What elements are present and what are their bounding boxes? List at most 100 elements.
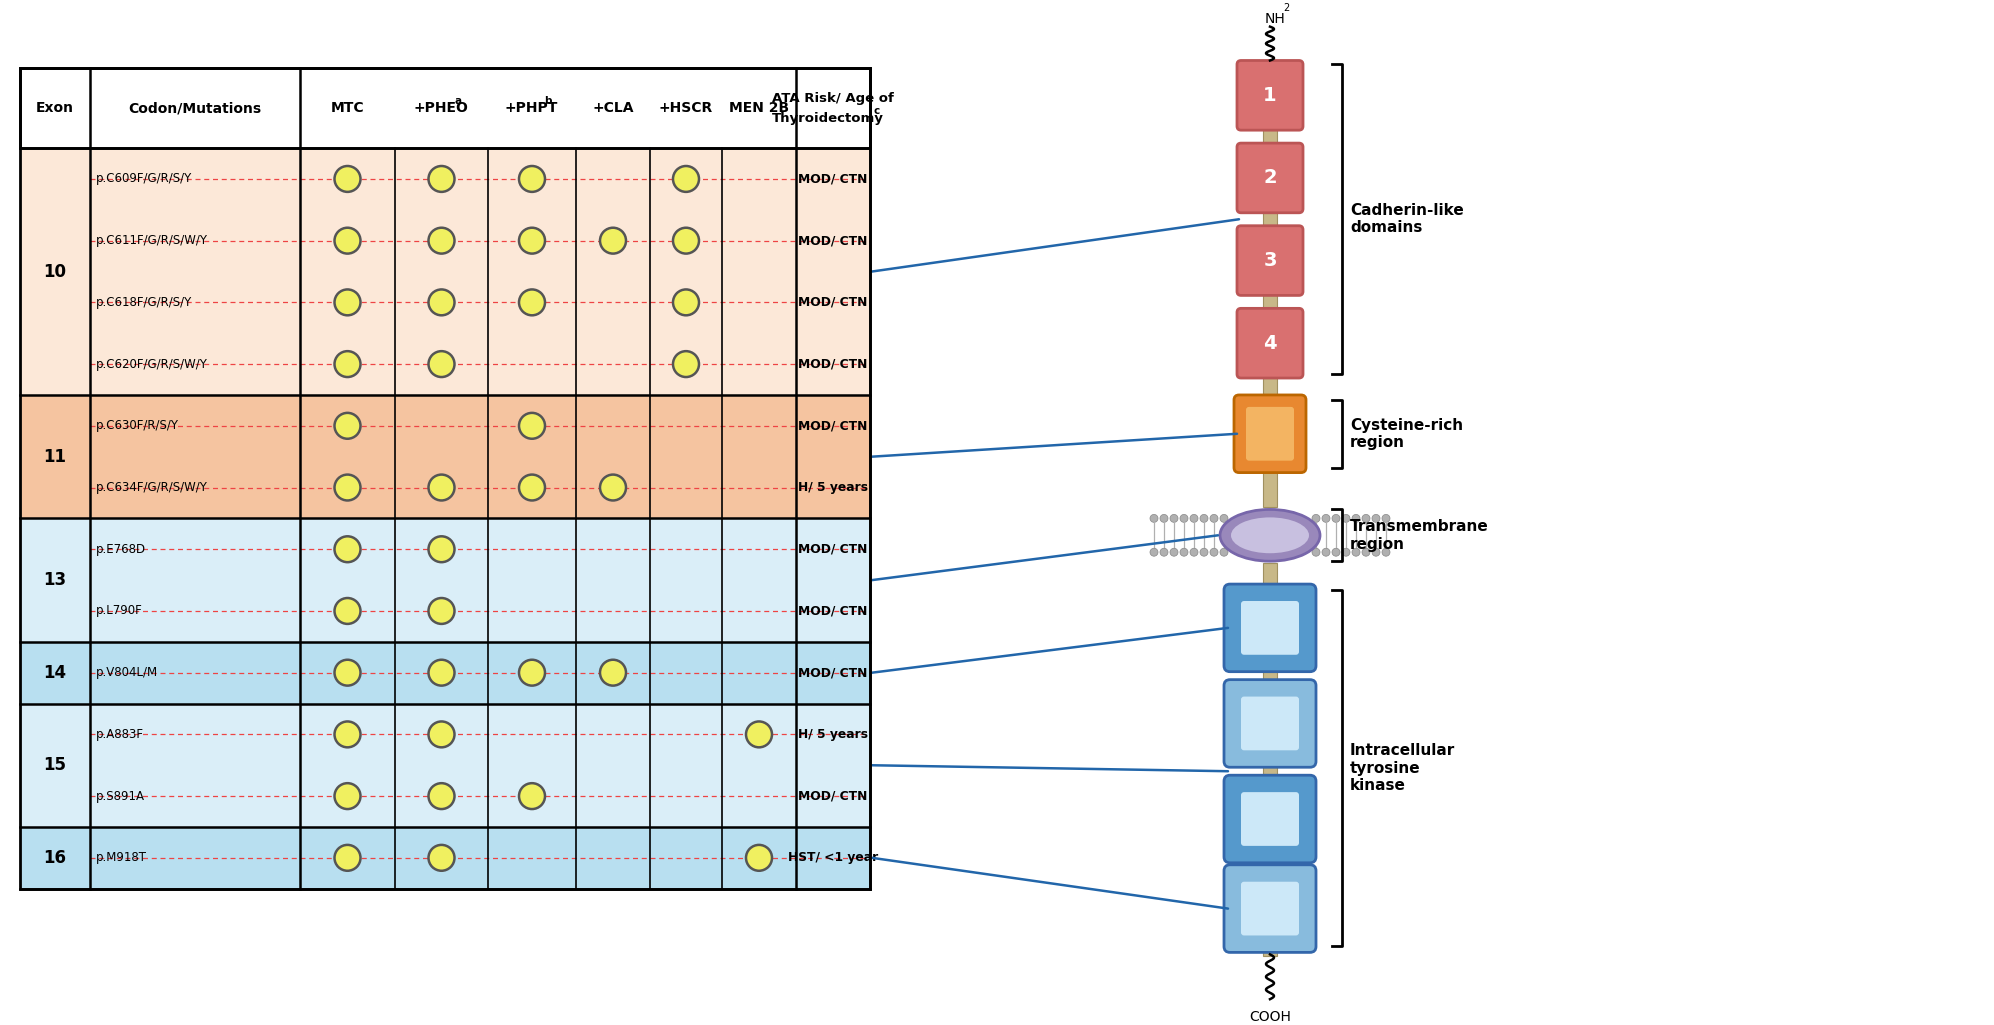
Circle shape bbox=[335, 722, 361, 747]
Text: HST/ <1 year: HST/ <1 year bbox=[788, 852, 877, 864]
Text: 3: 3 bbox=[1264, 251, 1276, 270]
Ellipse shape bbox=[1210, 548, 1218, 557]
FancyBboxPatch shape bbox=[1224, 775, 1316, 863]
Bar bbox=[20, 827, 90, 889]
Bar bbox=[1262, 374, 1276, 400]
Ellipse shape bbox=[1342, 515, 1350, 523]
Circle shape bbox=[600, 660, 626, 686]
Ellipse shape bbox=[1220, 509, 1320, 562]
Ellipse shape bbox=[1332, 548, 1340, 557]
Circle shape bbox=[335, 228, 361, 253]
Text: 13: 13 bbox=[44, 571, 66, 589]
Ellipse shape bbox=[1352, 548, 1360, 557]
Text: Transmembrane
region: Transmembrane region bbox=[1350, 519, 1490, 551]
Text: H/ 5 years: H/ 5 years bbox=[798, 481, 867, 494]
Bar bbox=[20, 395, 90, 519]
Circle shape bbox=[518, 475, 544, 500]
Ellipse shape bbox=[1190, 548, 1198, 557]
Text: MTC: MTC bbox=[331, 101, 365, 115]
Circle shape bbox=[335, 783, 361, 809]
Text: 11: 11 bbox=[44, 448, 66, 465]
Bar bbox=[20, 457, 869, 519]
Circle shape bbox=[429, 228, 455, 253]
Circle shape bbox=[674, 289, 700, 316]
Text: Codon/Mutations: Codon/Mutations bbox=[128, 101, 261, 115]
Circle shape bbox=[335, 845, 361, 871]
Bar bbox=[20, 642, 869, 703]
FancyBboxPatch shape bbox=[1236, 144, 1302, 213]
Text: MOD/ CTN: MOD/ CTN bbox=[798, 605, 867, 617]
FancyBboxPatch shape bbox=[1240, 601, 1298, 655]
Ellipse shape bbox=[1180, 515, 1188, 523]
Circle shape bbox=[335, 660, 361, 686]
Bar bbox=[1262, 209, 1276, 230]
FancyBboxPatch shape bbox=[1246, 407, 1294, 460]
Ellipse shape bbox=[1170, 515, 1178, 523]
Circle shape bbox=[429, 166, 455, 192]
Circle shape bbox=[674, 228, 700, 253]
Bar bbox=[1262, 946, 1276, 956]
Circle shape bbox=[518, 289, 544, 316]
Text: MOD/ CTN: MOD/ CTN bbox=[798, 789, 867, 803]
Text: 15: 15 bbox=[44, 756, 66, 774]
Circle shape bbox=[429, 475, 455, 500]
Bar bbox=[20, 272, 869, 333]
Ellipse shape bbox=[1322, 548, 1330, 557]
Text: ATA Risk/ Age of: ATA Risk/ Age of bbox=[772, 92, 893, 105]
Bar bbox=[20, 69, 869, 148]
Ellipse shape bbox=[1372, 515, 1380, 523]
Ellipse shape bbox=[1161, 548, 1168, 557]
Circle shape bbox=[518, 783, 544, 809]
Text: p.E768D: p.E768D bbox=[96, 543, 146, 556]
Ellipse shape bbox=[1170, 548, 1178, 557]
Bar bbox=[1262, 762, 1276, 781]
Text: 2: 2 bbox=[1282, 3, 1290, 12]
Ellipse shape bbox=[1161, 515, 1168, 523]
Ellipse shape bbox=[1190, 515, 1198, 523]
Circle shape bbox=[746, 845, 772, 871]
Text: 10: 10 bbox=[44, 262, 66, 281]
Circle shape bbox=[518, 166, 544, 192]
Bar bbox=[20, 580, 869, 642]
Ellipse shape bbox=[1180, 548, 1188, 557]
Text: p.S891A: p.S891A bbox=[96, 789, 146, 803]
Ellipse shape bbox=[1352, 515, 1360, 523]
FancyBboxPatch shape bbox=[1234, 395, 1306, 473]
Ellipse shape bbox=[1210, 515, 1218, 523]
Text: Cadherin-like
domains: Cadherin-like domains bbox=[1350, 203, 1464, 236]
Ellipse shape bbox=[1220, 548, 1228, 557]
Text: 2: 2 bbox=[1262, 168, 1276, 188]
Text: p.M918T: p.M918T bbox=[96, 852, 148, 864]
FancyBboxPatch shape bbox=[1236, 226, 1302, 295]
Circle shape bbox=[518, 660, 544, 686]
Circle shape bbox=[429, 598, 455, 624]
Text: MOD/ CTN: MOD/ CTN bbox=[798, 666, 867, 680]
Circle shape bbox=[429, 352, 455, 377]
Text: Thyroidectomy: Thyroidectomy bbox=[772, 112, 883, 125]
Text: +CLA: +CLA bbox=[592, 101, 634, 115]
Text: 16: 16 bbox=[44, 849, 66, 867]
Bar bbox=[1262, 291, 1276, 313]
Circle shape bbox=[429, 845, 455, 871]
Ellipse shape bbox=[1382, 515, 1390, 523]
Text: 4: 4 bbox=[1262, 334, 1276, 353]
Circle shape bbox=[429, 722, 455, 747]
Ellipse shape bbox=[1200, 548, 1208, 557]
Text: MOD/ CTN: MOD/ CTN bbox=[798, 358, 867, 371]
FancyBboxPatch shape bbox=[1224, 865, 1316, 952]
Text: H/ 5 years: H/ 5 years bbox=[798, 728, 867, 741]
Text: p.C611F/G/R/S/W/Y: p.C611F/G/R/S/W/Y bbox=[96, 234, 207, 247]
Bar bbox=[20, 333, 869, 395]
Text: COOH: COOH bbox=[1248, 1010, 1290, 1024]
Text: c: c bbox=[873, 107, 879, 116]
Text: Cysteine-rich
region: Cysteine-rich region bbox=[1350, 417, 1464, 450]
Text: MOD/ CTN: MOD/ CTN bbox=[798, 296, 867, 309]
Bar bbox=[20, 69, 869, 148]
Bar bbox=[20, 703, 90, 827]
Text: Intracellular
tyrosine
kinase: Intracellular tyrosine kinase bbox=[1350, 743, 1456, 793]
Circle shape bbox=[335, 352, 361, 377]
Text: p.C609F/G/R/S/Y: p.C609F/G/R/S/Y bbox=[96, 172, 191, 186]
Ellipse shape bbox=[1362, 515, 1370, 523]
Text: a: a bbox=[455, 96, 463, 107]
Ellipse shape bbox=[1372, 548, 1380, 557]
